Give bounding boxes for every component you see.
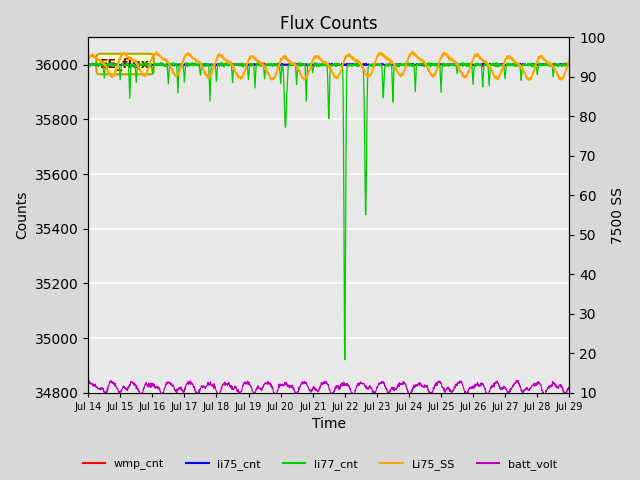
Y-axis label: Counts: Counts	[15, 191, 29, 239]
Y-axis label: 7500 SS: 7500 SS	[611, 187, 625, 243]
Legend: wmp_cnt, li75_cnt, li77_cnt, Li75_SS, batt_volt: wmp_cnt, li75_cnt, li77_cnt, Li75_SS, ba…	[78, 455, 562, 474]
Text: EE_flux: EE_flux	[100, 58, 150, 71]
X-axis label: Time: Time	[312, 418, 346, 432]
Title: Flux Counts: Flux Counts	[280, 15, 378, 33]
